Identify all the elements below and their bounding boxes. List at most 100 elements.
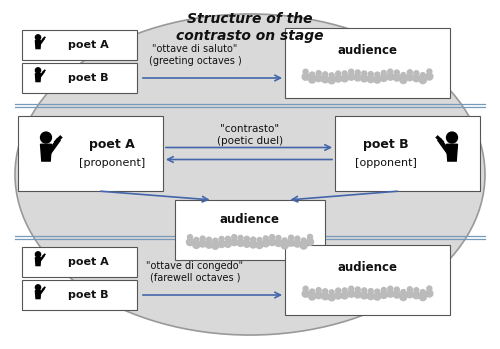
Circle shape	[408, 287, 412, 292]
Polygon shape	[36, 40, 41, 49]
FancyBboxPatch shape	[285, 28, 450, 98]
FancyBboxPatch shape	[22, 63, 137, 93]
Circle shape	[194, 237, 199, 243]
Circle shape	[310, 289, 314, 294]
Circle shape	[36, 252, 41, 257]
Circle shape	[294, 240, 301, 247]
Circle shape	[262, 240, 270, 247]
Circle shape	[301, 238, 306, 243]
Circle shape	[302, 290, 309, 297]
Circle shape	[322, 289, 328, 294]
Circle shape	[250, 241, 256, 248]
Circle shape	[408, 70, 412, 75]
Circle shape	[400, 76, 407, 83]
Circle shape	[387, 290, 394, 297]
Polygon shape	[36, 258, 41, 266]
Text: [opponent]: [opponent]	[355, 157, 416, 168]
Circle shape	[380, 74, 388, 81]
Circle shape	[200, 236, 205, 241]
Ellipse shape	[15, 14, 485, 335]
Text: [proponent]: [proponent]	[79, 157, 146, 168]
Circle shape	[360, 292, 368, 299]
Circle shape	[206, 241, 212, 248]
Circle shape	[308, 293, 316, 300]
Circle shape	[334, 292, 342, 299]
Circle shape	[420, 77, 426, 84]
Circle shape	[336, 71, 340, 76]
Circle shape	[303, 286, 308, 291]
Circle shape	[426, 73, 433, 80]
Circle shape	[387, 73, 394, 80]
Circle shape	[348, 73, 354, 80]
Circle shape	[413, 292, 420, 299]
Circle shape	[394, 74, 400, 81]
Circle shape	[388, 286, 393, 291]
Circle shape	[40, 132, 52, 143]
Circle shape	[212, 242, 219, 249]
Circle shape	[406, 291, 414, 298]
Circle shape	[302, 73, 309, 80]
Circle shape	[36, 68, 41, 73]
Circle shape	[348, 69, 354, 74]
Text: poet B: poet B	[68, 73, 109, 83]
Circle shape	[237, 239, 244, 246]
Circle shape	[336, 288, 340, 293]
Circle shape	[244, 240, 250, 247]
Circle shape	[341, 75, 348, 82]
Circle shape	[413, 75, 420, 82]
Circle shape	[219, 237, 224, 242]
FancyBboxPatch shape	[22, 247, 137, 277]
Text: poet B: poet B	[363, 138, 408, 151]
Circle shape	[382, 70, 386, 75]
Circle shape	[382, 288, 386, 292]
Circle shape	[368, 76, 374, 83]
Circle shape	[316, 288, 321, 293]
Circle shape	[401, 290, 406, 295]
Text: Structure of the
contrasto on stage: Structure of the contrasto on stage	[176, 12, 324, 43]
FancyBboxPatch shape	[22, 280, 137, 310]
Circle shape	[401, 73, 406, 77]
Circle shape	[206, 237, 212, 242]
Circle shape	[446, 132, 458, 143]
Circle shape	[348, 286, 354, 291]
Circle shape	[268, 239, 276, 246]
FancyBboxPatch shape	[285, 245, 450, 315]
Circle shape	[193, 242, 200, 248]
Polygon shape	[36, 291, 41, 299]
Circle shape	[388, 69, 393, 74]
Text: poet A: poet A	[68, 40, 109, 50]
Circle shape	[308, 76, 316, 83]
Circle shape	[315, 292, 322, 299]
Circle shape	[322, 293, 328, 300]
Circle shape	[374, 293, 381, 300]
Text: poet B: poet B	[68, 290, 109, 300]
Circle shape	[368, 72, 374, 77]
Circle shape	[244, 236, 250, 241]
Text: audience: audience	[220, 213, 280, 226]
Circle shape	[199, 240, 206, 247]
Circle shape	[334, 75, 342, 82]
Circle shape	[394, 287, 400, 292]
Text: poet A: poet A	[68, 257, 109, 267]
Circle shape	[375, 289, 380, 294]
Circle shape	[230, 239, 237, 246]
Circle shape	[368, 292, 374, 300]
Circle shape	[354, 291, 361, 298]
Circle shape	[355, 287, 360, 292]
Circle shape	[270, 235, 274, 239]
Circle shape	[380, 291, 388, 298]
Circle shape	[328, 294, 335, 301]
Text: audience: audience	[338, 261, 398, 274]
FancyBboxPatch shape	[18, 116, 163, 191]
Polygon shape	[40, 144, 52, 161]
Circle shape	[281, 242, 288, 249]
Circle shape	[368, 289, 374, 294]
Text: "contrasto"
(poetic duel): "contrasto" (poetic duel)	[217, 124, 283, 146]
Circle shape	[322, 76, 328, 83]
Circle shape	[406, 74, 414, 81]
Circle shape	[362, 71, 366, 76]
FancyBboxPatch shape	[175, 200, 325, 260]
Circle shape	[218, 240, 225, 247]
Circle shape	[282, 238, 287, 243]
Circle shape	[226, 236, 230, 241]
